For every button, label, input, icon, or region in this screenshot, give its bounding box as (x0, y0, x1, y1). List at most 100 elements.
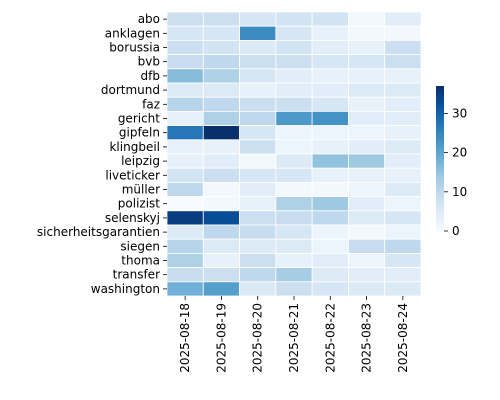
y-tick-label: anklagen (105, 26, 160, 40)
heatmap-cell (275, 224, 313, 240)
heatmap-cell (311, 25, 349, 41)
heatmap-cell (348, 267, 386, 283)
heatmap-cell (384, 153, 422, 169)
heatmap-cell (239, 238, 277, 254)
x-tick-label: 2025-08-24 (396, 303, 410, 373)
heatmap-cell (202, 54, 240, 70)
y-tick-labels: aboanklagenborussiabvbdfbdortmundfazgeri… (37, 12, 167, 296)
heatmap-cell (275, 196, 313, 212)
heatmap-cell (311, 139, 349, 155)
heatmap-cell (166, 40, 204, 56)
heatmap-cell (239, 96, 277, 112)
heatmap-cell (348, 96, 386, 112)
y-tick-label: müller (122, 183, 160, 197)
heatmap-cell (311, 40, 349, 56)
heatmap-cell (384, 281, 422, 297)
heatmap-cell (166, 252, 204, 268)
y-tick-label: borussia (109, 41, 160, 55)
heatmap-cell (202, 181, 240, 197)
heatmap-cell (311, 196, 349, 212)
heatmap-cell (239, 153, 277, 169)
heatmap-cell (384, 11, 422, 27)
heatmap-cell (239, 68, 277, 84)
heatmap-cell (239, 252, 277, 268)
heatmap-cell (166, 196, 204, 212)
heatmap-cell (311, 125, 349, 141)
heatmap-cell (384, 82, 422, 98)
heatmap-cell (311, 111, 349, 127)
y-tick-label: klingbeil (109, 140, 160, 154)
heatmap-cell (348, 224, 386, 240)
heatmap-cell (384, 167, 422, 183)
heatmap-cell (348, 111, 386, 127)
heatmap-cell (202, 11, 240, 27)
colorbar-tick-label: 0 (452, 224, 460, 238)
heatmap-cell (384, 40, 422, 56)
heatmap-cell (202, 238, 240, 254)
heatmap-cell (239, 125, 277, 141)
heatmap-cell (239, 111, 277, 127)
x-tick-label: 2025-08-20 (251, 303, 265, 373)
heatmap-cell (348, 153, 386, 169)
heatmap-cell (239, 181, 277, 197)
heatmap-cell (202, 167, 240, 183)
heatmap-cell (275, 139, 313, 155)
heatmap-cell (384, 210, 422, 226)
heatmap-cell (166, 267, 204, 283)
y-tick-label: gericht (118, 112, 160, 126)
y-tick-label: faz (142, 97, 160, 111)
heatmap-cell (311, 238, 349, 254)
heatmap-cell (348, 210, 386, 226)
y-tick-label: dortmund (101, 83, 160, 97)
heatmap-cell (166, 96, 204, 112)
heatmap-cell (166, 54, 204, 70)
heatmap-cell (311, 68, 349, 84)
heatmap-cell (239, 224, 277, 240)
heatmap-cell (275, 281, 313, 297)
y-tick-label: transfer (113, 268, 160, 282)
heatmap-cell (202, 68, 240, 84)
heatmap-cell (166, 238, 204, 254)
heatmap-cell (275, 40, 313, 56)
heatmap-cell (239, 40, 277, 56)
heatmap-cell (348, 11, 386, 27)
heatmap-cell (202, 111, 240, 127)
heatmap-cell (239, 139, 277, 155)
heatmap-cell (275, 82, 313, 98)
x-tick-labels: 2025-08-18 2025-08-19 2025-08-20 2025-08-21… (178, 296, 410, 373)
heatmap-cell (202, 196, 240, 212)
heatmap-cell (348, 40, 386, 56)
heatmap-cell (275, 210, 313, 226)
heatmap-cell (348, 125, 386, 141)
heatmap-cell (166, 210, 204, 226)
heatmap-cell (384, 196, 422, 212)
heatmap-cell (384, 54, 422, 70)
y-tick-label: washington (91, 282, 160, 296)
heatmap-cell (275, 111, 313, 127)
x-tick-label: 2025-08-22 (323, 303, 337, 373)
heatmap-cell (384, 125, 422, 141)
heatmap-cell (166, 11, 204, 27)
heatmap-cell (166, 181, 204, 197)
heatmap-cell (311, 54, 349, 70)
heatmap-cell (202, 82, 240, 98)
heatmap-cell (348, 281, 386, 297)
y-tick-label: gipfeln (119, 126, 160, 140)
heatmap-cell (202, 139, 240, 155)
colorbar-tick-label: 10 (452, 185, 467, 199)
heatmap-cell (202, 25, 240, 41)
heatmap-cell (384, 68, 422, 84)
heatmap-cell (311, 96, 349, 112)
heatmap-cell (275, 125, 313, 141)
heatmap-cells (166, 11, 422, 297)
y-tick-label: bvb (138, 55, 160, 69)
heatmap-cell (384, 267, 422, 283)
colorbar-gradient (436, 86, 444, 231)
heatmap-cell (202, 40, 240, 56)
heatmap-cell (239, 11, 277, 27)
heatmap-cell (348, 252, 386, 268)
heatmap-cell (166, 25, 204, 41)
heatmap-cell (202, 210, 240, 226)
heatmap-cell (348, 139, 386, 155)
heatmap-cell (275, 252, 313, 268)
